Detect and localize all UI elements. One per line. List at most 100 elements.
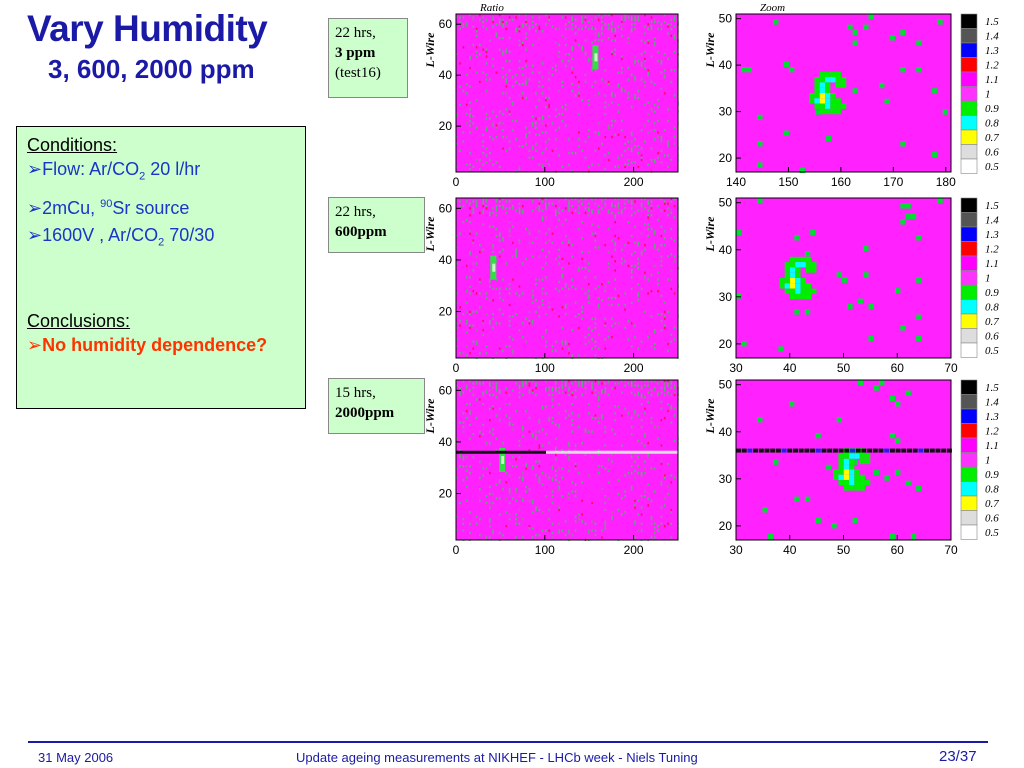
noise-cell [535, 299, 537, 302]
noise-cell [502, 23, 504, 26]
noise-cell [482, 140, 484, 143]
noise-cell [489, 524, 491, 528]
noise-cell [571, 403, 574, 406]
noise-cell [588, 207, 590, 210]
hot-spot-cell [795, 256, 801, 263]
noise-cell [568, 262, 570, 265]
color-scale-swatch [960, 212, 978, 228]
noise-cell [492, 299, 494, 302]
noise-cell [588, 283, 590, 286]
noise-cell [482, 403, 484, 406]
noise-cell [884, 98, 890, 105]
noise-cell [617, 133, 620, 136]
hot-spot-cell [859, 453, 865, 459]
noise-cell [647, 216, 649, 219]
noise-cell [657, 271, 659, 274]
noise-cell [604, 285, 607, 288]
noise-cell [667, 382, 669, 385]
noise-cell [667, 310, 669, 313]
noise-cell [601, 283, 603, 286]
noise-cell [604, 135, 607, 139]
noise-cell [650, 536, 653, 539]
noise-cell [634, 23, 636, 26]
noise-cell [505, 391, 508, 394]
dark-wire-line [907, 448, 912, 453]
noise-cell [607, 329, 610, 332]
noise-cell [456, 437, 458, 440]
noise-cell [578, 426, 580, 429]
noise-cell [505, 200, 508, 203]
noise-cell [588, 202, 590, 205]
noise-cell [548, 416, 550, 420]
hot-spot-cell [800, 262, 806, 268]
noise-cell [551, 345, 554, 348]
noise-cell [578, 414, 580, 417]
color-scale-label: 0.6 [985, 331, 999, 343]
noise-cell [654, 389, 656, 392]
noise-cell [505, 511, 508, 514]
noise-cell [644, 495, 646, 498]
hot-spot-cell [779, 278, 785, 284]
noise-cell [462, 89, 465, 93]
noise-cell [591, 455, 593, 459]
noise-cell [558, 522, 560, 525]
noise-cell [558, 426, 560, 429]
noise-cell [591, 382, 593, 385]
noise-cell [670, 27, 673, 31]
noise-cell [462, 529, 465, 532]
noise-cell [459, 149, 461, 152]
noise-cell [663, 69, 666, 72]
noise-cell [607, 152, 610, 155]
noise-cell [571, 412, 574, 415]
noise-cell [538, 16, 541, 19]
noise-cell [465, 301, 468, 304]
noise-cell [555, 449, 557, 452]
noise-cell [644, 432, 646, 436]
noise-cell [584, 391, 587, 394]
noise-cell [522, 73, 524, 77]
noise-cell [591, 391, 593, 394]
noise-cell [555, 209, 557, 212]
noise-cell [644, 50, 646, 54]
noise-cell [611, 119, 613, 123]
noise-cell [574, 449, 577, 452]
noise-cell [465, 23, 468, 26]
noise-cell [673, 25, 676, 28]
noise-cell [663, 389, 666, 392]
run-label-3ppm: 22 hrs, 3 ppm (test16) [328, 18, 408, 98]
noise-cell [611, 50, 613, 54]
noise-cell [741, 67, 747, 73]
noise-cell [512, 101, 514, 104]
noise-cell [581, 46, 583, 49]
noise-cell [647, 69, 649, 72]
hot-spot-cell [849, 469, 855, 475]
noise-cell [617, 405, 620, 408]
hot-spot-cell [800, 283, 806, 289]
noise-cell [594, 380, 597, 383]
noise-cell [673, 94, 676, 97]
hot-spot-cell [784, 267, 790, 273]
noise-cell [597, 131, 600, 134]
noise-cell [630, 161, 633, 164]
noise-cell [462, 518, 465, 521]
noise-cell [489, 158, 491, 162]
noise-cell [640, 384, 643, 387]
noise-cell [663, 476, 666, 479]
noise-cell [545, 147, 547, 150]
noise-cell [515, 119, 517, 123]
noise-cell [584, 522, 587, 525]
noise-cell [551, 25, 554, 28]
noise-cell [591, 57, 593, 60]
noise-cell [515, 250, 517, 254]
noise-cell [508, 96, 511, 100]
noise-cell [495, 483, 498, 486]
noise-cell [568, 352, 570, 355]
noise-cell [617, 103, 620, 106]
hot-spot-cell [843, 458, 850, 465]
noise-cell [621, 262, 623, 265]
noise-cell [670, 405, 673, 408]
noise-cell [611, 255, 613, 258]
noise-cell [528, 232, 531, 235]
noise-cell [462, 522, 465, 525]
noise-cell [604, 520, 607, 523]
